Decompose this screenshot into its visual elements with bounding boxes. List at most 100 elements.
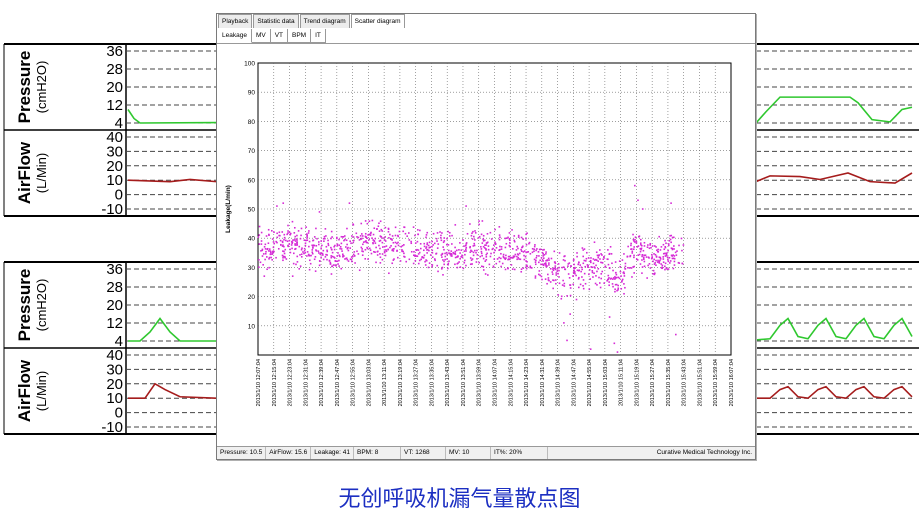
scatter-point: [306, 234, 308, 236]
scatter-point: [670, 234, 673, 237]
scatter-point: [436, 264, 439, 267]
scatter-point: [656, 249, 658, 252]
airflow-waveform: [127, 178, 217, 183]
subtab-vt[interactable]: VT: [270, 29, 289, 43]
scatter-point: [383, 245, 386, 248]
scatter-point: [493, 244, 495, 246]
scatter-point: [525, 243, 528, 246]
axis-tick-label: 36: [106, 43, 123, 60]
scatter-point: [551, 273, 554, 275]
scatter-point: [456, 256, 459, 258]
scatter-point: [261, 249, 264, 252]
scatter-point: [431, 249, 434, 252]
scatter-point: [446, 237, 448, 240]
scatter-point: [271, 238, 274, 240]
scatter-point: [342, 236, 345, 238]
x-tick-label: 2013/1/10 13:19:04: [398, 359, 404, 406]
scatter-point: [546, 282, 548, 285]
scatter-point: [447, 249, 450, 252]
scatter-point: [643, 241, 646, 244]
scatter-point: [607, 263, 610, 266]
scatter-point: [428, 249, 430, 252]
airflow-unit-label: (L/Min): [34, 153, 49, 193]
scatter-point: [351, 255, 354, 258]
scatter-point: [597, 267, 600, 270]
scatter-point: [531, 247, 534, 250]
scatter-point: [294, 243, 296, 245]
scatter-point: [469, 245, 471, 248]
scatter-point: [281, 231, 284, 233]
scatter-point: [441, 232, 443, 234]
scatter-point: [508, 244, 511, 247]
subtab-leakage[interactable]: Leakage: [218, 29, 252, 43]
axis-tick-label: 4: [115, 115, 123, 132]
scatter-point: [673, 248, 675, 250]
scatter-point: [450, 254, 452, 257]
subtab-it[interactable]: IT: [311, 29, 326, 43]
scatter-point: [288, 239, 291, 242]
scatter-point: [281, 254, 284, 257]
scatter-point: [311, 249, 314, 251]
scatter-point: [599, 258, 601, 260]
scatter-point: [654, 253, 657, 256]
scatter-point: [465, 242, 468, 244]
scatter-point: [609, 245, 612, 248]
scatter-point: [413, 250, 415, 253]
scatter-point: [436, 232, 439, 234]
status-bpm: BPM: 8: [354, 447, 402, 459]
scatter-point: [454, 250, 457, 253]
scatter-point: [590, 257, 592, 259]
scatter-point: [469, 263, 472, 266]
scatter-point: [508, 232, 511, 234]
scatter-point: [667, 268, 670, 270]
scatter-point: [426, 252, 428, 254]
scatter-point: [642, 249, 645, 252]
x-tick-label: 2013/1/10 13:11:04: [382, 359, 388, 406]
scatter-point: [644, 254, 647, 257]
subtab-mv[interactable]: MV: [251, 29, 271, 43]
tab-scatter-diagram[interactable]: Scatter diagram: [350, 14, 405, 28]
scatter-point: [390, 238, 393, 240]
scatter-point: [482, 238, 484, 240]
scatter-point: [508, 237, 511, 240]
status-mv: MV: 10: [446, 447, 492, 459]
scatter-point: [388, 237, 390, 239]
scatter-point: [416, 248, 418, 251]
scatter-point: [540, 263, 542, 266]
scatter-point: [320, 256, 322, 259]
scatter-point: [526, 260, 528, 263]
subtab-bpm[interactable]: BPM: [288, 29, 312, 43]
scatter-point: [310, 254, 312, 257]
scatter-point: [505, 237, 508, 239]
scatter-point: [496, 258, 499, 260]
tab-playback[interactable]: Playback: [218, 14, 253, 28]
scatter-point: [383, 251, 386, 254]
tab-trend-diagram[interactable]: Trend diagram: [299, 14, 350, 28]
scatter-point: [462, 267, 465, 270]
tab-statistic-data[interactable]: Statistic data: [253, 14, 299, 28]
scatter-point: [480, 246, 482, 248]
scatter-point: [376, 254, 379, 256]
scatter-point: [617, 289, 619, 291]
scatter-point: [479, 255, 482, 258]
scatter-point: [478, 235, 481, 238]
scatter-point: [473, 244, 476, 247]
scatter-point: [345, 257, 348, 260]
scatter-point: [558, 282, 561, 285]
scatter-point: [288, 231, 291, 234]
scatter-point: [476, 249, 478, 252]
scatter-point: [617, 276, 620, 279]
y-tick-label: 90: [248, 90, 256, 97]
scatter-point: [273, 250, 275, 253]
scatter-point: [466, 232, 469, 235]
scatter-point: [522, 238, 524, 240]
scatter-point: [392, 241, 395, 244]
scatter-point: [392, 259, 395, 261]
x-tick-label: 2013/1/10 14:55:04: [587, 359, 593, 406]
x-tick-label: 2013/1/10 14:39:04: [556, 359, 562, 406]
scatter-point: [312, 246, 314, 248]
scatter-point: [624, 265, 627, 268]
scatter-point: [495, 262, 498, 265]
scatter-point: [353, 251, 356, 253]
scatter-point: [647, 244, 649, 246]
